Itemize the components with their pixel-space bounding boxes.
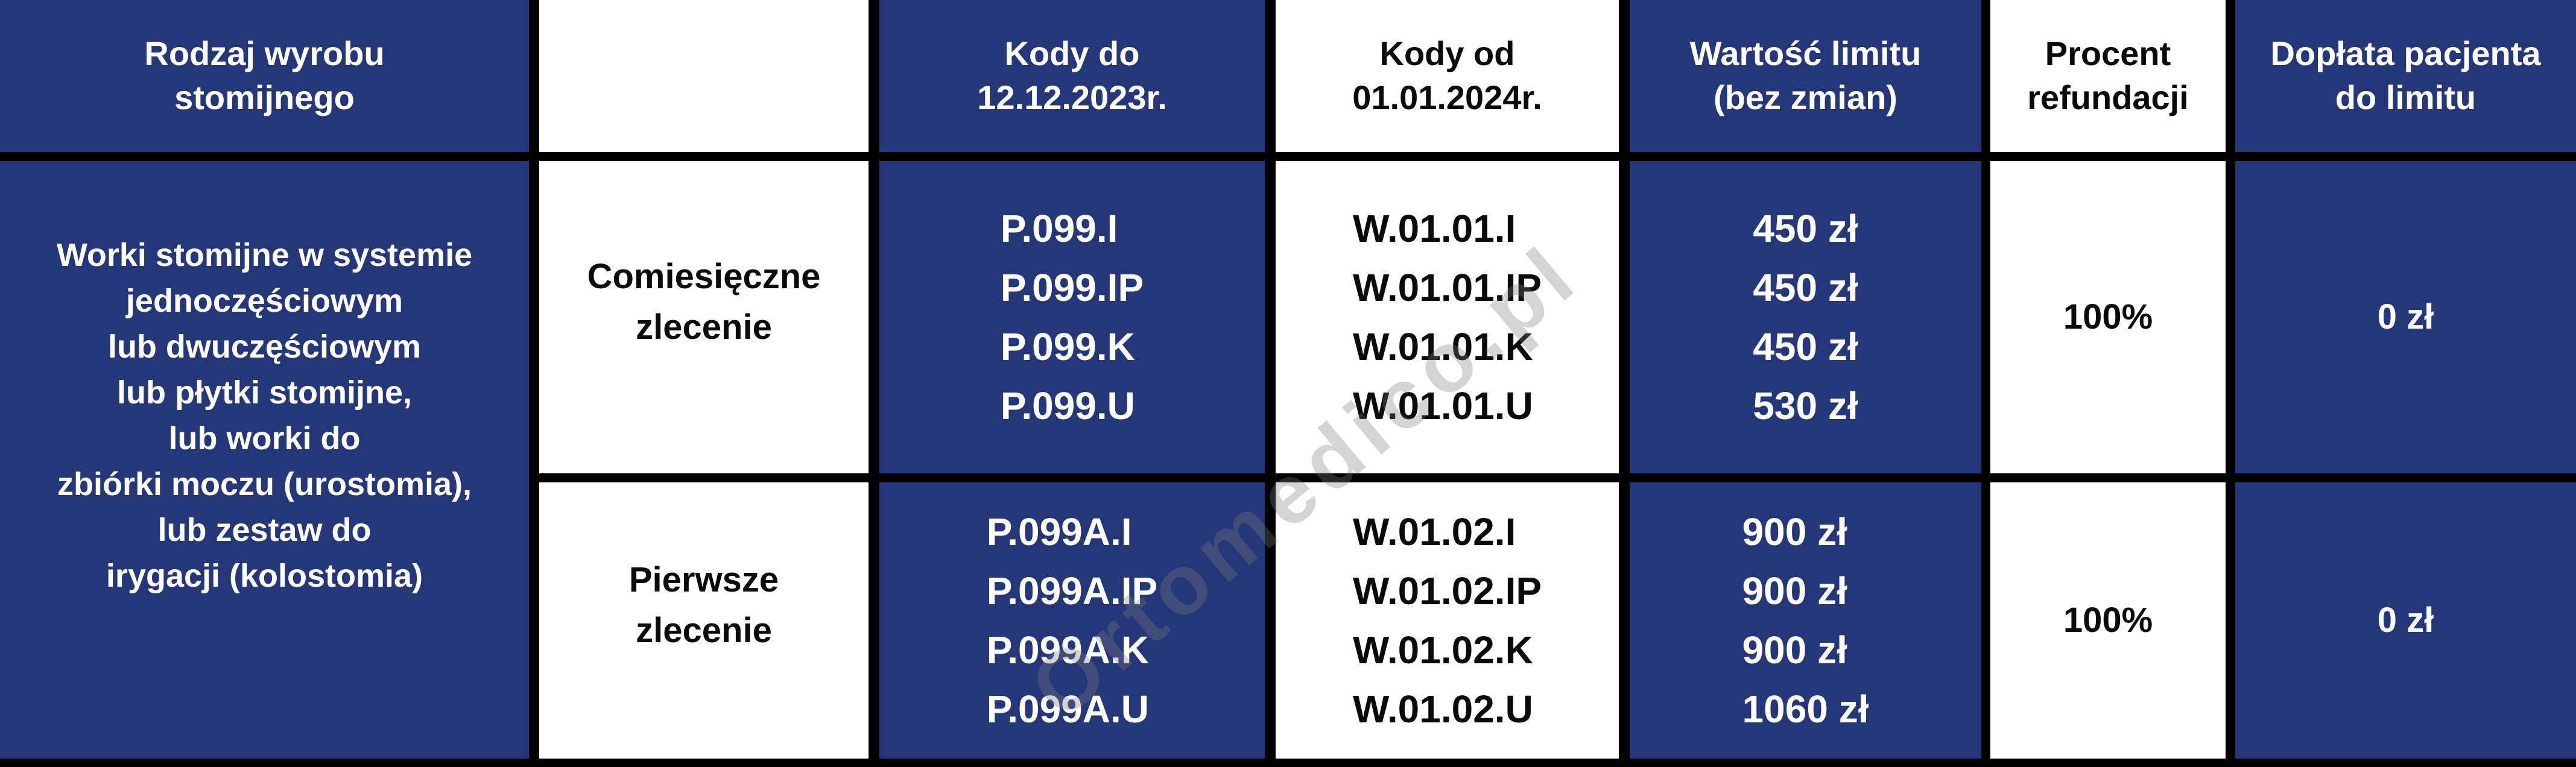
header-blank [539,0,869,152]
row1-new-codes-text: W.01.01.I W.01.01.IP W.01.01.K W.01.01.U [1352,207,1542,428]
row1-new-codes-cell: W.01.01.I W.01.01.IP W.01.01.K W.01.01.U [1276,161,1619,473]
row1-patient-copay-cell: 0 zł [2235,161,2576,473]
header-product-type: Rodzaj wyrobu stomijnego [0,0,529,152]
header-limit-value: Wartość limitu (bez zmian) [1630,0,1981,152]
row1-old-codes-cell: P.099.I P.099.IP P.099.K P.099.U [879,161,1265,473]
product-description-cell: Worki stomijne w systemie jednoczęściowy… [0,161,529,759]
row1-limit-values-text: 450 zł 450 zł 450 zł 530 zł [1753,207,1858,428]
header-codes-from: Kody od 01.01.2024r. [1276,0,1619,152]
header-refund-percent: Procent refundacji [1990,0,2226,152]
header-patient-copay: Dopłata pacjenta do limitu [2235,0,2576,152]
row1-refund-percent-cell: 100% [1990,161,2226,473]
row1-limit-values-cell: 450 zł 450 zł 450 zł 530 zł [1630,161,1981,473]
row1-old-codes-text: P.099.I P.099.IP P.099.K P.099.U [1000,207,1144,428]
row2-patient-copay-cell: 0 zł [2235,482,2576,759]
row2-new-codes-text: W.01.02.I W.01.02.IP W.01.02.K W.01.02.U [1352,510,1542,731]
row2-old-codes-text: P.099A.I P.099A.IP P.099A.K P.099A.U [986,510,1158,731]
row2-old-codes-cell: P.099A.I P.099A.IP P.099A.K P.099A.U [879,482,1265,759]
row2-new-codes-cell: W.01.02.I W.01.02.IP W.01.02.K W.01.02.U [1276,482,1619,759]
row2-refund-percent-cell: 100% [1990,482,2226,759]
row2-limit-values-text: 900 zł 900 zł 900 zł 1060 zł [1742,510,1869,731]
row1-order-type-cell: Comiesięczne zlecenie [539,161,869,473]
row2-limit-values-cell: 900 zł 900 zł 900 zł 1060 zł [1630,482,1981,759]
row2-order-type-cell: Pierwsze zlecenie [539,482,869,759]
header-codes-until: Kody do 12.12.2023r. [879,0,1265,152]
